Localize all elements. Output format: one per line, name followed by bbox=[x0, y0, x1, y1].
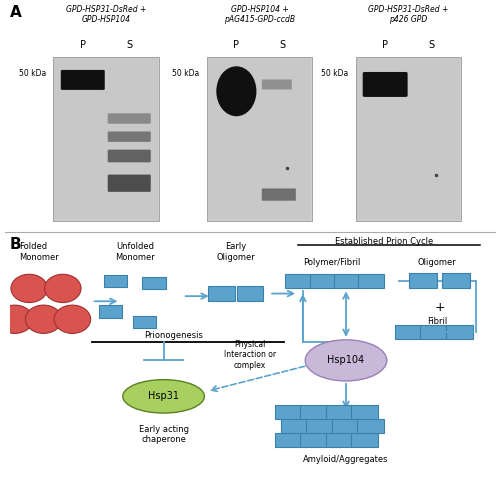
Ellipse shape bbox=[0, 305, 33, 333]
Text: GPD-HSP31-DsRed +
p426 GPD: GPD-HSP31-DsRed + p426 GPD bbox=[368, 5, 448, 24]
Text: GPD-HSP104 +
pAG415-GPD-ccdB: GPD-HSP104 + pAG415-GPD-ccdB bbox=[224, 5, 295, 24]
Text: Folded
Monomer: Folded Monomer bbox=[20, 242, 59, 261]
Text: 50 kDa: 50 kDa bbox=[19, 68, 46, 78]
FancyBboxPatch shape bbox=[208, 286, 234, 301]
FancyBboxPatch shape bbox=[356, 57, 461, 221]
FancyBboxPatch shape bbox=[262, 79, 292, 89]
FancyBboxPatch shape bbox=[280, 419, 307, 433]
Text: 50 kDa: 50 kDa bbox=[321, 68, 348, 78]
Ellipse shape bbox=[54, 305, 90, 333]
Ellipse shape bbox=[44, 274, 81, 302]
FancyBboxPatch shape bbox=[300, 405, 328, 419]
FancyBboxPatch shape bbox=[409, 273, 436, 288]
Text: Oligomer: Oligomer bbox=[418, 257, 457, 266]
FancyBboxPatch shape bbox=[108, 150, 150, 162]
Text: Polymer/Fibril: Polymer/Fibril bbox=[303, 257, 360, 266]
Text: Hsp104: Hsp104 bbox=[328, 355, 364, 365]
Text: Unfolded
Monomer: Unfolded Monomer bbox=[115, 242, 154, 261]
FancyBboxPatch shape bbox=[395, 325, 422, 339]
FancyBboxPatch shape bbox=[275, 405, 302, 419]
FancyBboxPatch shape bbox=[326, 433, 352, 447]
Text: S: S bbox=[428, 40, 434, 50]
FancyBboxPatch shape bbox=[352, 405, 378, 419]
FancyBboxPatch shape bbox=[310, 274, 336, 287]
FancyBboxPatch shape bbox=[207, 57, 312, 221]
FancyBboxPatch shape bbox=[357, 419, 384, 433]
FancyBboxPatch shape bbox=[332, 419, 358, 433]
FancyBboxPatch shape bbox=[334, 274, 360, 287]
Ellipse shape bbox=[11, 274, 48, 302]
Text: +: + bbox=[434, 301, 445, 314]
FancyBboxPatch shape bbox=[275, 433, 302, 447]
FancyBboxPatch shape bbox=[100, 305, 122, 318]
FancyBboxPatch shape bbox=[356, 58, 460, 220]
FancyBboxPatch shape bbox=[108, 113, 150, 124]
FancyBboxPatch shape bbox=[108, 175, 150, 192]
FancyBboxPatch shape bbox=[420, 325, 448, 339]
Ellipse shape bbox=[26, 305, 62, 333]
FancyBboxPatch shape bbox=[326, 405, 352, 419]
FancyBboxPatch shape bbox=[61, 70, 105, 90]
Text: B: B bbox=[10, 237, 22, 252]
FancyBboxPatch shape bbox=[262, 189, 296, 201]
FancyBboxPatch shape bbox=[352, 433, 378, 447]
FancyBboxPatch shape bbox=[54, 58, 158, 220]
Ellipse shape bbox=[216, 66, 256, 116]
FancyBboxPatch shape bbox=[442, 273, 470, 288]
FancyBboxPatch shape bbox=[306, 419, 333, 433]
FancyBboxPatch shape bbox=[108, 131, 150, 142]
Text: Early
Oligomer: Early Oligomer bbox=[216, 242, 255, 261]
FancyBboxPatch shape bbox=[133, 316, 156, 328]
Text: GPD-HSP31-DsRed +
GPD-HSP104: GPD-HSP31-DsRed + GPD-HSP104 bbox=[66, 5, 146, 24]
Text: Prionogenesis: Prionogenesis bbox=[144, 331, 203, 340]
FancyBboxPatch shape bbox=[358, 274, 384, 287]
FancyBboxPatch shape bbox=[142, 277, 166, 289]
Text: P: P bbox=[382, 40, 388, 50]
FancyBboxPatch shape bbox=[53, 57, 159, 221]
FancyBboxPatch shape bbox=[236, 286, 264, 301]
Text: S: S bbox=[126, 40, 132, 50]
Text: S: S bbox=[280, 40, 286, 50]
FancyBboxPatch shape bbox=[300, 433, 328, 447]
Text: P: P bbox=[234, 40, 239, 50]
Text: P: P bbox=[80, 40, 86, 50]
Text: Physical
Interaction or
complex: Physical Interaction or complex bbox=[224, 340, 276, 370]
Ellipse shape bbox=[305, 340, 387, 381]
Text: Early acting
chaperone: Early acting chaperone bbox=[138, 425, 188, 444]
Text: Established Prion Cycle: Established Prion Cycle bbox=[336, 237, 434, 246]
Text: 50 kDa: 50 kDa bbox=[172, 68, 200, 78]
Text: A: A bbox=[10, 5, 22, 20]
Text: Amyloid/Aggregates: Amyloid/Aggregates bbox=[303, 456, 389, 465]
FancyBboxPatch shape bbox=[285, 274, 311, 287]
FancyBboxPatch shape bbox=[446, 325, 472, 339]
FancyBboxPatch shape bbox=[208, 58, 312, 220]
Text: Fibril: Fibril bbox=[427, 317, 448, 326]
Ellipse shape bbox=[123, 380, 204, 413]
FancyBboxPatch shape bbox=[362, 72, 408, 97]
FancyBboxPatch shape bbox=[104, 274, 127, 287]
Text: Hsp31: Hsp31 bbox=[148, 391, 179, 401]
